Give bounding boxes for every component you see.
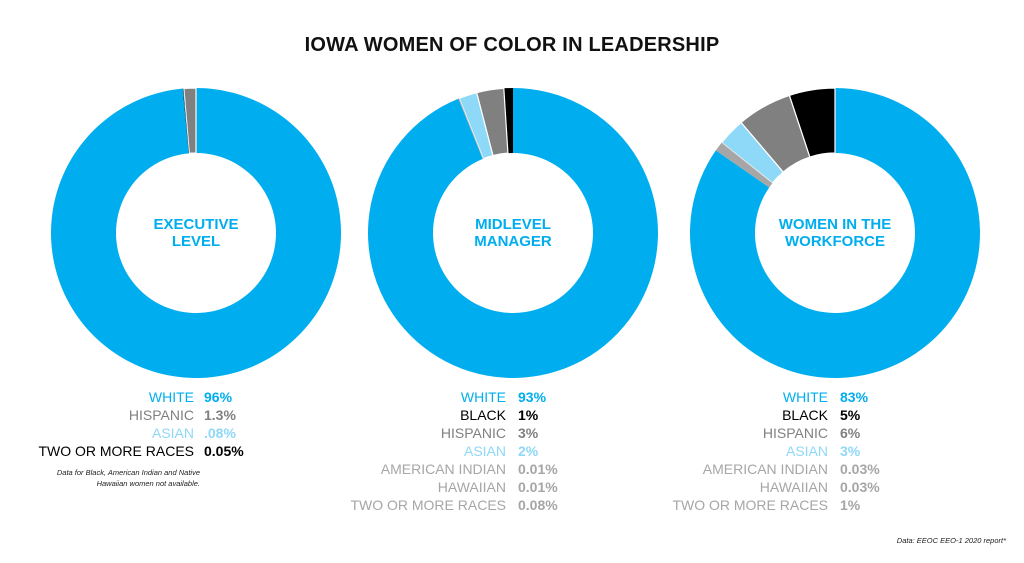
donut-slice-white	[368, 88, 658, 378]
legend-row-hawaiian: HAWAIIAN 0.03%	[662, 478, 902, 496]
donut-slice-black	[503, 88, 513, 154]
legend-label: WHITE	[460, 389, 506, 405]
donut-slice-hawaiian	[721, 142, 773, 184]
legend-row-white: WHITE 96%	[22, 388, 262, 406]
legend-label: TWO OR MORE RACES	[38, 443, 194, 459]
legend-label: ASIAN	[151, 425, 194, 441]
legend-value: 0.05%	[204, 443, 244, 459]
legend-row-hispanic: HISPANIC 3%	[340, 424, 580, 442]
legend-value: 96%	[204, 389, 233, 405]
chart-title: IOWA WOMEN OF COLOR IN LEADERSHIP	[304, 34, 720, 56]
donut-slice-american-indian	[459, 98, 484, 159]
legend-value: 0.01%	[518, 479, 558, 495]
donut-slice-hispanic	[740, 94, 811, 173]
donut-slice-two-or-more-races	[458, 98, 484, 159]
center-label-line: WOMEN IN THE	[778, 216, 892, 233]
legend-row-hawaiian: HAWAIIAN 0.01%	[340, 478, 580, 496]
donut-center-label-workforce: WOMEN IN THE WORKFORCE	[735, 216, 935, 250]
legend-value: 1.3%	[204, 407, 236, 423]
donut-chart-midlevel-manager	[368, 87, 658, 378]
legend-value: 0.08%	[518, 497, 558, 513]
legend-label: AMERICAN INDIAN	[380, 461, 506, 477]
center-label-line: MIDLEVEL	[475, 216, 551, 233]
legend-row-hispanic: HISPANIC 6%	[662, 424, 902, 442]
donut-slice-white	[51, 88, 341, 378]
donut-slice-asian	[183, 88, 190, 154]
donut-slice-hawaiian	[458, 98, 484, 159]
legend-label: BLACK	[460, 407, 506, 423]
legend-row-two-or-more-races: TWO OR MORE RACES 0.08%	[340, 496, 580, 514]
legend-row-two-or-more-races: TWO OR MORE RACES 1%	[662, 496, 902, 514]
legend-value: 6%	[840, 425, 861, 441]
center-label-line: LEVEL	[171, 233, 221, 250]
legend-label: ASIAN	[463, 443, 506, 459]
donut-slice-black	[788, 87, 836, 158]
legend-value: 0.03%	[840, 461, 880, 477]
legend-midlevel-manager: WHITE 93% BLACK 1% HISPANIC 3% ASIAN 2% AMERICAN…	[340, 388, 580, 514]
donut-slice-white	[690, 88, 980, 378]
legend-label: BLACK	[782, 407, 828, 423]
legend-row-asian: ASIAN .08%	[22, 424, 262, 442]
legend-executive-level: WHITE 96% HISPANIC 1.3% ASIAN .08% TWO OR MORE…	[22, 388, 262, 460]
center-label-line: WORKFORCE	[785, 233, 885, 250]
donut-slice-two-or-more-races	[715, 142, 773, 188]
legend-value: 0.03%	[840, 479, 880, 495]
legend-label: WHITE	[782, 389, 828, 405]
legend-row-white: WHITE 93%	[340, 388, 580, 406]
legend-row-black: BLACK 5%	[662, 406, 902, 424]
center-label-line: MANAGER	[474, 233, 552, 250]
footnote-data-unavailable: Data for Black, American Indian and Nati…	[56, 468, 200, 488]
legend-label: WHITE	[148, 389, 194, 405]
legend-value: 1%	[840, 497, 861, 513]
legend-women-in-the-workforce: WHITE 83% BLACK 5% HISPANIC 6% ASIAN 3% AMERICAN…	[662, 388, 902, 514]
legend-value: 3%	[518, 425, 539, 441]
donut-slice-two-or-more-races	[182, 88, 189, 154]
legend-label: HISPANIC	[440, 425, 506, 441]
donut-center-label-executive: EXECUTIVE LEVEL	[96, 216, 296, 250]
donut-slice-asian	[458, 91, 494, 160]
donut-chart-executive-level	[51, 87, 341, 378]
donut-center-label-midlevel: MIDLEVEL MANAGER	[413, 216, 613, 250]
legend-label: AMERICAN INDIAN	[702, 461, 828, 477]
donut-slice-asian	[720, 121, 785, 184]
legend-label: TWO OR MORE RACES	[672, 497, 828, 513]
legend-value: 83%	[840, 389, 869, 405]
legend-label: HAWAIIAN	[437, 479, 506, 495]
legend-row-black: BLACK 1%	[340, 406, 580, 424]
legend-value: 1%	[518, 407, 539, 423]
legend-label: ASIAN	[785, 443, 828, 459]
legend-row-american-indian: AMERICAN INDIAN 0.03%	[662, 460, 902, 478]
legend-row-asian: ASIAN 3%	[662, 442, 902, 460]
legend-label: HAWAIIAN	[759, 479, 828, 495]
legend-value: 0.01%	[518, 461, 558, 477]
legend-label: HISPANIC	[762, 425, 828, 441]
data-source-note: Data: EEOC EEO-1 2020 report*	[896, 536, 1006, 545]
legend-row-two-or-more-races: TWO OR MORE RACES 0.05%	[22, 442, 262, 460]
legend-value: 3%	[840, 443, 861, 459]
legend-value: 93%	[518, 389, 547, 405]
donut-slice-american-indian	[721, 142, 773, 184]
legend-value: .08%	[204, 425, 236, 441]
legend-row-hispanic: HISPANIC 1.3%	[22, 406, 262, 424]
legend-row-white: WHITE 83%	[662, 388, 902, 406]
legend-row-asian: ASIAN 2%	[340, 442, 580, 460]
legend-label: TWO OR MORE RACES	[350, 497, 506, 513]
legend-value: 5%	[840, 407, 861, 423]
donut-slice-hispanic	[475, 87, 509, 157]
legend-value: 2%	[518, 443, 539, 459]
legend-label: HISPANIC	[128, 407, 194, 423]
donut-chart-women-in-the-workforce	[690, 87, 980, 378]
legend-row-american-indian: AMERICAN INDIAN 0.01%	[340, 460, 580, 478]
donut-slice-hispanic	[183, 87, 197, 154]
center-label-line: EXECUTIVE	[153, 216, 239, 233]
